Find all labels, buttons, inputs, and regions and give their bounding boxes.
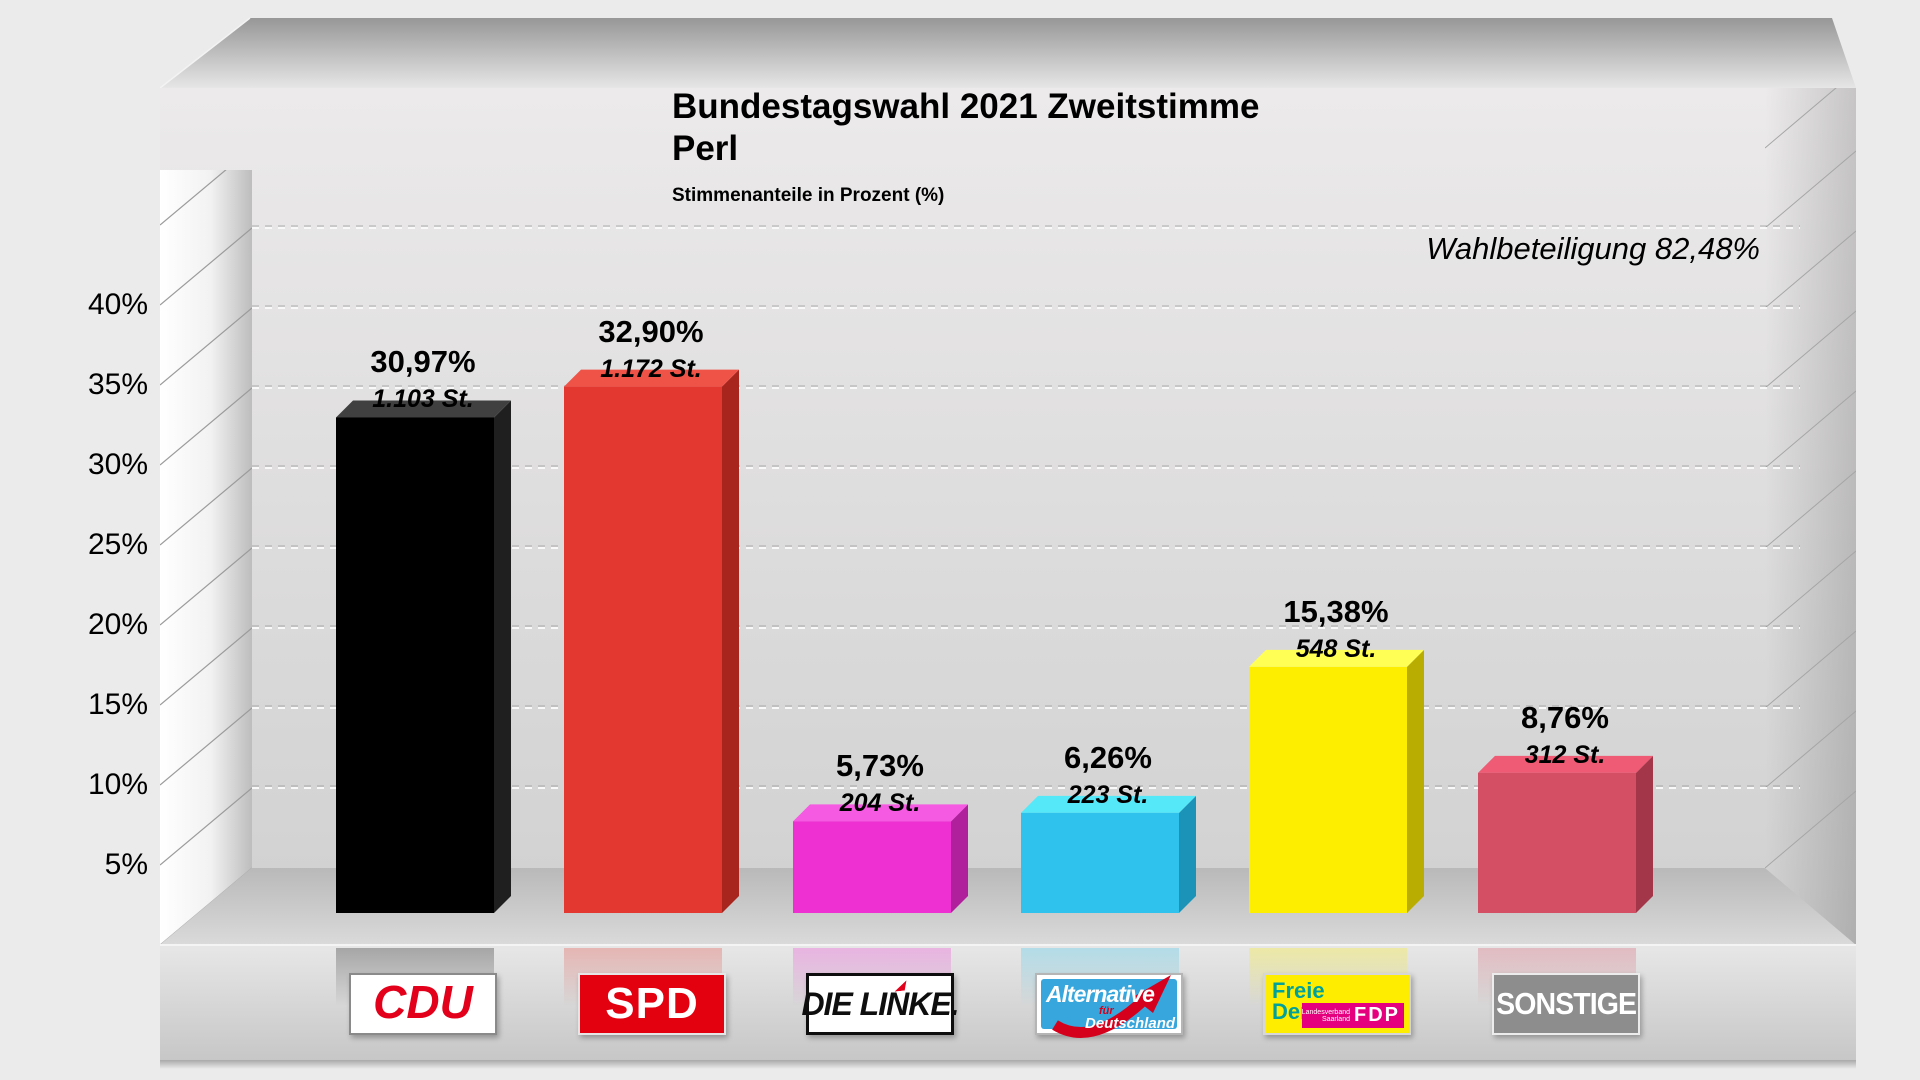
spd-logo-text: SPD: [605, 979, 699, 1028]
bar-side-DIE LINKE: [951, 804, 968, 913]
cdu-logo-text: CDU: [373, 976, 473, 1028]
bar-SPD: [564, 386, 722, 914]
sonstige-logo-text: SONSTIGE: [1495, 986, 1637, 1021]
bar-percent-label-DIE LINKE: 5,73%: [836, 748, 924, 784]
bar-percent-label-SONSTIGE: 8,76%: [1521, 699, 1609, 735]
chart-title-line2: Perl: [672, 129, 739, 168]
y-axis-tick-35%: 35%: [87, 368, 148, 401]
bar-votes-label-AfD: 223 St.: [1067, 780, 1149, 809]
bar-top-FDP: [1249, 649, 1424, 667]
bar-top-SONSTIGE: [1478, 755, 1653, 773]
die-linke-logo-text: DIE LINKE.: [801, 985, 959, 1022]
bar-percent-label-CDU: 30,97%: [370, 344, 476, 380]
legend-item-afd: Alternative für Deutschland: [1035, 973, 1183, 1038]
y-axis-tick-15%: 15%: [87, 688, 148, 721]
bar-votes-label-CDU: 1.103 St.: [372, 385, 474, 414]
bar-top-CDU: [336, 400, 511, 418]
bar-votes-label-SONSTIGE: 312 St.: [1524, 740, 1606, 769]
right-wall-gridlines: [1765, 88, 1856, 869]
legend-item-die-linke: DIE LINKE.: [801, 973, 960, 1035]
bar-votes-label-SPD: 1.172 St.: [600, 354, 702, 383]
y-axis-tick-25%: 25%: [87, 528, 148, 561]
bar-side-SONSTIGE: [1636, 755, 1653, 913]
frame-right-face: [1765, 88, 1856, 945]
frame-top-face: [160, 18, 1856, 88]
bar-side-FDP: [1407, 649, 1424, 913]
legend-item-spd: SPD: [578, 973, 726, 1035]
left-wall-gridlines: [160, 170, 252, 945]
y-axis-tick-40%: 40%: [87, 288, 148, 321]
bar-CDU: [336, 417, 494, 913]
afd-logo-panel: Alternative für Deutschland: [1041, 975, 1177, 1038]
bar-votes-label-FDP: 548 St.: [1295, 634, 1377, 663]
fdp-logo-box: Landesverband Saarland FDP: [1302, 1003, 1404, 1028]
bar-side-CDU: [494, 400, 511, 914]
afd-logo-line3: Deutschland: [1085, 1015, 1176, 1032]
y-axis-tick-20%: 20%: [87, 608, 148, 641]
y-axis-tick-5%: 5%: [104, 848, 148, 881]
fdp-logo-abbr: FDP: [1354, 1004, 1400, 1026]
fdp-logo-line1: Freie: [1272, 978, 1325, 1003]
turnout-label: Wahlbeteiligung 82,48%: [1426, 231, 1760, 266]
y-axis-tick-10%: 10%: [87, 768, 148, 801]
chart-subtitle: Stimmenanteile in Prozent (%): [672, 185, 945, 206]
bar-side-AfD: [1179, 795, 1196, 913]
bar-SONSTIGE: [1478, 772, 1636, 913]
afd-logo-line1: Alternative: [1046, 981, 1155, 1007]
legend-item-cdu: CDU: [349, 973, 497, 1035]
bar-votes-label-DIE LINKE: 204 St.: [839, 789, 921, 818]
bar-percent-label-FDP: 15,38%: [1283, 593, 1389, 629]
chart-left-wall: [160, 170, 252, 945]
bar-top-SPD: [564, 369, 739, 387]
chart-title-block: Bundestagswahl 2021 Zweitstimme Perl Sti…: [672, 86, 1259, 217]
fdp-logo-small-text: Landesverband Saarland: [1301, 1008, 1350, 1023]
bar-FDP: [1249, 666, 1407, 913]
bar-DIE LINKE: [793, 821, 951, 913]
bar-percent-label-AfD: 6,26%: [1064, 739, 1152, 775]
afd-arrow-icon: [1052, 975, 1171, 1038]
legend-item-fdp: Freie Demokraten Landesverband Saarland …: [1263, 973, 1411, 1035]
bar-AfD: [1021, 812, 1179, 913]
y-axis-tick-30%: 30%: [87, 448, 148, 481]
legend-item-sonstige: SONSTIGE: [1492, 973, 1640, 1035]
bar-top-AfD: [1021, 795, 1196, 813]
bar-top-DIE LINKE: [793, 804, 968, 822]
chart-title-line1: Bundestagswahl 2021 Zweitstimme: [672, 87, 1260, 126]
afd-logo-line2: für: [1099, 1005, 1114, 1017]
bar-percent-label-SPD: 32,90%: [598, 313, 704, 349]
bar-side-SPD: [722, 369, 739, 914]
